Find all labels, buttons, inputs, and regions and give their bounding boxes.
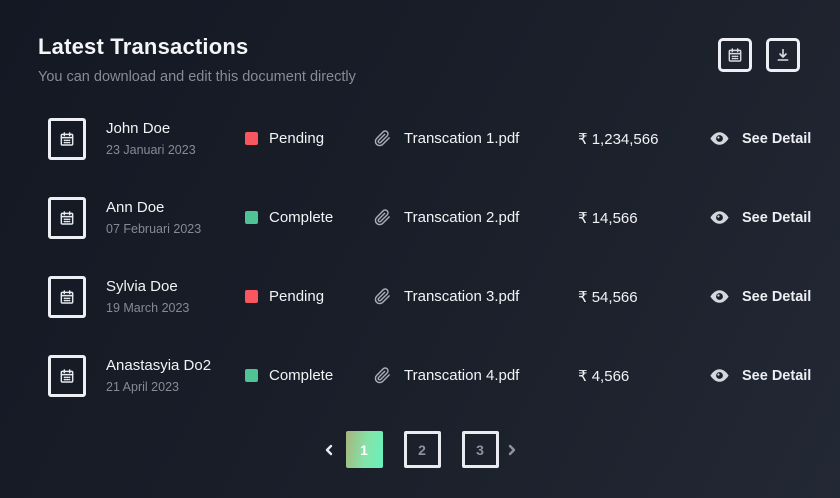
header-actions [718, 38, 800, 72]
file-name: Transcation 3.pdf [404, 288, 520, 305]
see-detail-label: See Detail [742, 288, 812, 305]
status-cell: Pending [245, 130, 374, 147]
table-row: Anastasyia Do2 21 April 2023 Complete Tr… [0, 336, 840, 415]
row-calendar-box [48, 354, 86, 397]
page-button-1[interactable]: 1 [345, 431, 383, 468]
see-detail-button[interactable]: See Detail [709, 286, 811, 307]
calendar-icon [59, 210, 75, 226]
see-detail-label: See Detail [742, 130, 812, 147]
customer-cell: Ann Doe 07 Februari 2023 [106, 199, 245, 236]
status-square [245, 369, 258, 382]
row-calendar-box [48, 117, 86, 160]
calendar-icon [59, 368, 75, 384]
attachment-link[interactable]: Transcation 1.pdf [374, 130, 578, 147]
eye-icon [709, 286, 730, 307]
attachment-link[interactable]: Transcation 4.pdf [374, 367, 578, 384]
see-detail-label: See Detail [742, 209, 812, 226]
customer-name: Ann Doe [106, 199, 165, 216]
header-text: Latest Transactions You can download and… [38, 34, 356, 85]
page-button-3[interactable]: 3 [461, 431, 499, 468]
next-page-button[interactable] [504, 442, 520, 458]
eye-icon [709, 207, 730, 228]
amount-cell: ₹ 1,234,566 [578, 130, 659, 148]
table-row: Ann Doe 07 Februari 2023 Complete Transc… [0, 178, 840, 257]
previous-page-button[interactable] [321, 442, 337, 458]
download-button[interactable] [766, 38, 800, 72]
status-badge: Complete [269, 209, 334, 226]
attachment-link[interactable]: Transcation 2.pdf [374, 209, 578, 226]
transaction-date: 07 Februari 2023 [106, 222, 202, 236]
chevron-left-icon [321, 442, 337, 458]
calendar-icon [727, 47, 743, 63]
chevron-right-icon [504, 442, 520, 458]
transaction-date: 21 April 2023 [106, 380, 179, 394]
download-icon [775, 47, 791, 63]
see-detail-button[interactable]: See Detail [709, 128, 811, 149]
customer-cell: John Doe 23 Januari 2023 [106, 120, 245, 157]
page-button-2[interactable]: 2 [403, 431, 441, 468]
customer-name: Sylvia Doe [106, 278, 178, 295]
table-row: John Doe 23 Januari 2023 Pending Transca… [0, 99, 840, 178]
see-detail-button[interactable]: See Detail [709, 207, 811, 228]
status-badge: Pending [269, 288, 325, 305]
eye-icon [709, 128, 730, 149]
status-square [245, 211, 258, 224]
table-row: Sylvia Doe 19 March 2023 Pending Transca… [0, 257, 840, 336]
status-badge: Pending [269, 130, 325, 147]
status-square [245, 290, 258, 303]
see-detail-button[interactable]: See Detail [709, 365, 811, 386]
see-detail-label: See Detail [742, 367, 812, 384]
page-title: Latest Transactions [38, 34, 249, 59]
customer-name: John Doe [106, 120, 171, 137]
file-name: Transcation 1.pdf [404, 130, 520, 147]
amount-cell: ₹ 54,566 [578, 288, 638, 306]
paperclip-icon [374, 367, 391, 384]
paperclip-icon [374, 130, 391, 147]
calendar-button[interactable] [718, 38, 752, 72]
attachment-link[interactable]: Transcation 3.pdf [374, 288, 578, 305]
calendar-icon [59, 289, 75, 305]
amount-cell: ₹ 14,566 [578, 209, 638, 227]
row-calendar-box [48, 196, 86, 239]
paperclip-icon [374, 288, 391, 305]
customer-name: Anastasyia Do2 [106, 357, 212, 374]
transaction-date: 19 March 2023 [106, 301, 190, 315]
file-name: Transcation 2.pdf [404, 209, 520, 226]
status-badge: Complete [269, 367, 334, 384]
status-cell: Pending [245, 288, 374, 305]
status-square [245, 132, 258, 145]
status-cell: Complete [245, 367, 374, 384]
row-calendar-box [48, 275, 86, 318]
file-name: Transcation 4.pdf [404, 367, 520, 384]
transactions-list: John Doe 23 Januari 2023 Pending Transca… [0, 99, 840, 415]
status-cell: Complete [245, 209, 374, 226]
header: Latest Transactions You can download and… [0, 0, 840, 85]
page-subtitle: You can download and edit this document … [38, 69, 356, 85]
customer-cell: Sylvia Doe 19 March 2023 [106, 278, 245, 315]
customer-cell: Anastasyia Do2 21 April 2023 [106, 357, 245, 394]
transaction-date: 23 Januari 2023 [106, 143, 196, 157]
paperclip-icon [374, 209, 391, 226]
calendar-icon [59, 131, 75, 147]
amount-cell: ₹ 4,566 [578, 367, 630, 385]
eye-icon [709, 365, 730, 386]
